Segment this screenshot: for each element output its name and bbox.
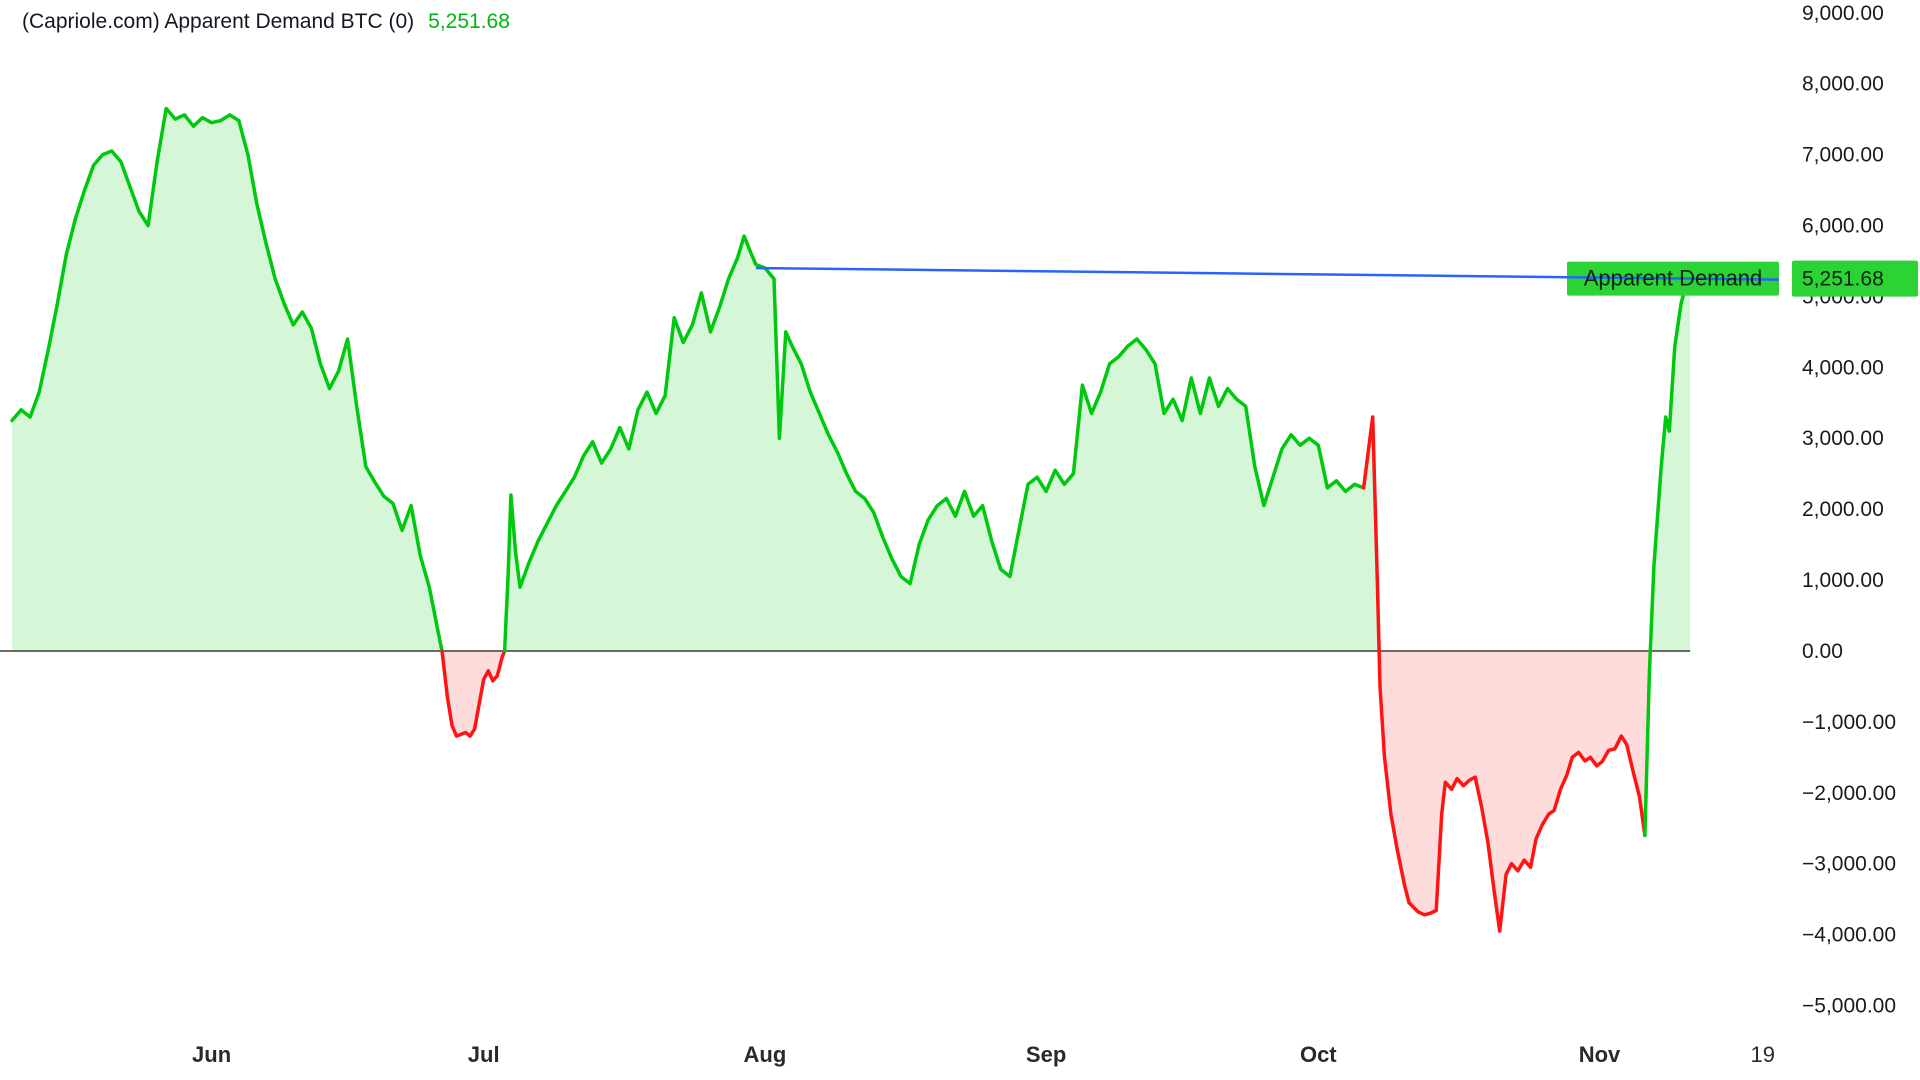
trendline[interactable] bbox=[755, 266, 1780, 281]
y-axis-tick-label: −2,000.00 bbox=[1802, 782, 1896, 805]
x-axis-tick-label-19[interactable]: 19 bbox=[1751, 1042, 1775, 1067]
apparent-demand-badge-label: Apparent Demand bbox=[1584, 266, 1763, 291]
series-line-red-segment bbox=[440, 649, 507, 738]
y-axis-tick-label: −5,000.00 bbox=[1802, 995, 1896, 1018]
series-line-green-segment bbox=[10, 106, 444, 653]
y-axis-tick-label: −4,000.00 bbox=[1802, 924, 1896, 947]
y-axis-tick-label: 8,000.00 bbox=[1802, 73, 1884, 96]
x-axis-tick-label-jun[interactable]: Jun bbox=[192, 1042, 231, 1067]
y-axis-tick-label: 6,000.00 bbox=[1802, 215, 1884, 238]
y-axis-tick-label: −1,000.00 bbox=[1802, 711, 1896, 734]
y-axis-tick-label: −3,000.00 bbox=[1802, 853, 1896, 876]
y-axis-tick-label: 7,000.00 bbox=[1802, 144, 1884, 167]
negative-area-fill bbox=[12, 650, 1691, 932]
y-axis-tick-label: 2,000.00 bbox=[1802, 498, 1884, 521]
y-axis-tick-label: 4,000.00 bbox=[1802, 356, 1884, 379]
positive-area-fill bbox=[12, 108, 1691, 651]
x-axis-tick-label-sep[interactable]: Sep bbox=[1026, 1042, 1066, 1067]
price-axis-badge-value: 5,251.68 bbox=[1802, 268, 1884, 291]
y-axis-tick-label: 1,000.00 bbox=[1802, 569, 1884, 592]
y-axis-tick-label: 9,000.00 bbox=[1802, 2, 1884, 25]
y-axis-tick-label: 3,000.00 bbox=[1802, 427, 1884, 450]
indicator-legend[interactable]: (Capriole.com) Apparent Demand BTC (0) 5,… bbox=[22, 10, 510, 34]
x-axis-tick-label-jul[interactable]: Jul bbox=[468, 1042, 500, 1067]
series-line-red-segment bbox=[1361, 415, 1647, 933]
indicator-title: (Capriole.com) Apparent Demand BTC (0) bbox=[22, 10, 415, 33]
series-line-green-segment bbox=[502, 234, 1366, 653]
indicator-current-value: 5,251.68 bbox=[428, 10, 510, 33]
x-axis-tick-label-oct[interactable]: Oct bbox=[1300, 1042, 1337, 1067]
x-axis-tick-label-nov[interactable]: Nov bbox=[1579, 1042, 1621, 1067]
x-axis-tick-label-aug[interactable]: Aug bbox=[744, 1042, 787, 1067]
y-axis-tick-label: 0.00 bbox=[1802, 640, 1843, 663]
price-axis-badge[interactable] bbox=[1792, 260, 1918, 297]
